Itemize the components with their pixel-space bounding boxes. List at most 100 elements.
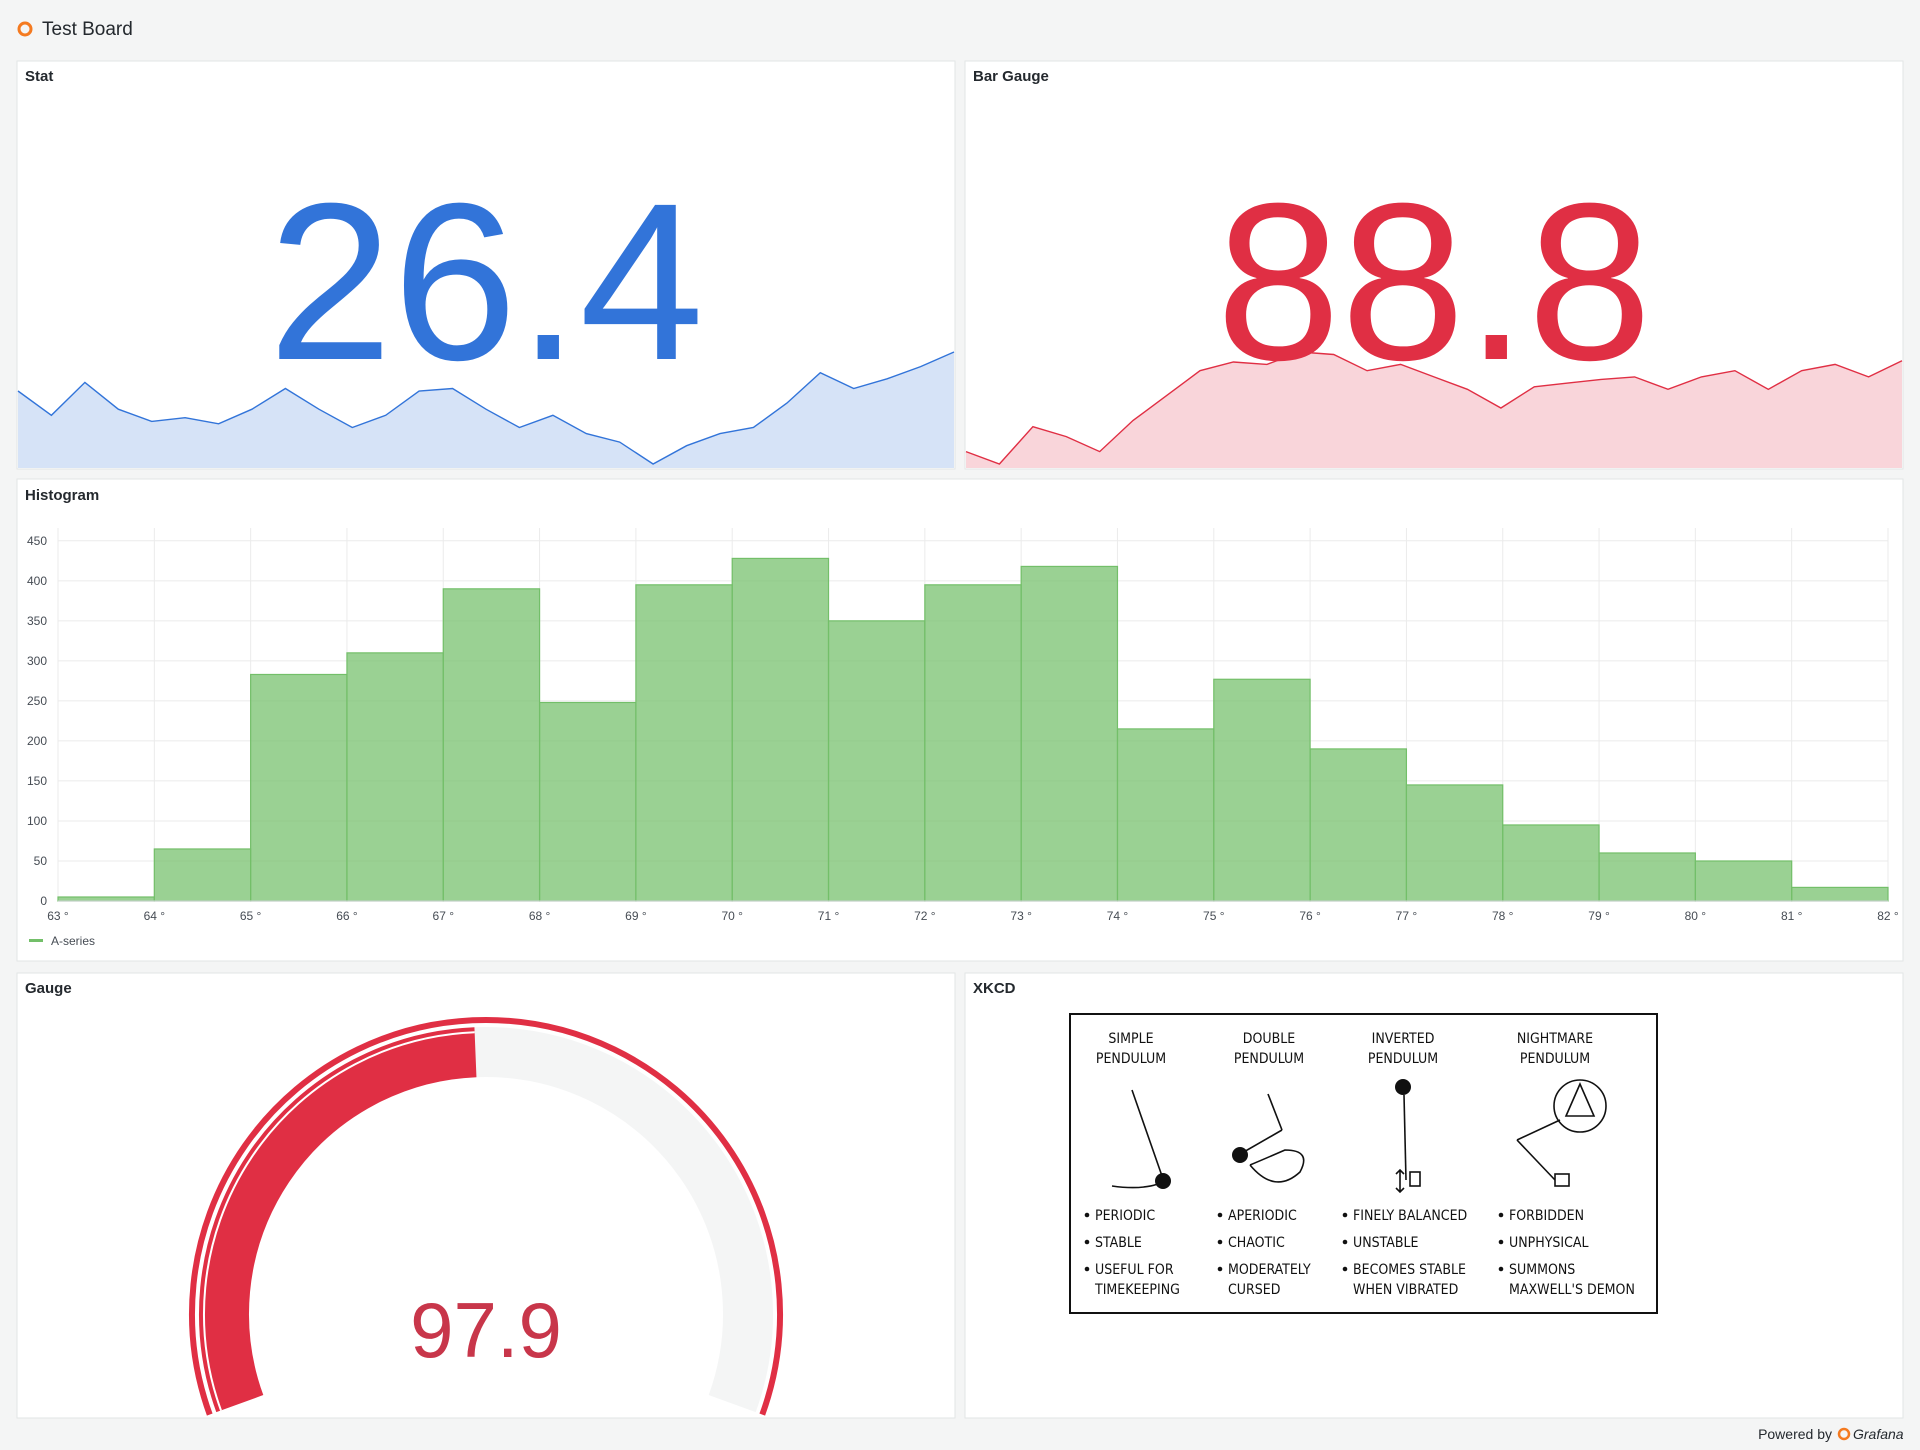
x-tick-label: 76 ° <box>1299 909 1321 923</box>
comic-bullet: USEFUL FOR <box>1095 1262 1174 1278</box>
panel-title: Gauge <box>25 980 72 997</box>
double-pendulum <box>1232 1093 1305 1183</box>
gauge-threshold <box>189 1016 783 1416</box>
stat-panel <box>16 60 956 470</box>
x-tick-label: 79 ° <box>1588 909 1610 923</box>
x-tick-label: 64 ° <box>144 909 166 923</box>
x-tick-label: 78 ° <box>1492 909 1514 923</box>
x-tick-label: 71 ° <box>818 909 840 923</box>
x-tick-label: 63 ° <box>47 909 69 923</box>
bullet <box>1498 1212 1504 1218</box>
y-tick-label: 100 <box>27 814 47 828</box>
sparkline-area <box>18 352 954 468</box>
comic-bullet: FINELY BALANCED <box>1353 1208 1467 1224</box>
x-tick-label: 68 ° <box>529 909 551 923</box>
bullet <box>1342 1266 1348 1272</box>
x-tick-label: 73 ° <box>1010 909 1032 923</box>
simple-pendulum <box>1111 1089 1171 1189</box>
histogram-bar <box>1405 784 1504 902</box>
panel-title: Histogram <box>25 487 99 504</box>
bullet <box>1498 1239 1504 1245</box>
panel-title: Bar Gauge <box>973 68 1049 85</box>
legend-swatch <box>29 939 43 942</box>
bullet <box>1084 1212 1090 1218</box>
y-tick-label: 200 <box>27 734 47 748</box>
comic-heading: DOUBLE <box>1243 1031 1295 1047</box>
comic-bullet: STABLE <box>1095 1235 1142 1251</box>
histogram-bar <box>153 848 252 902</box>
bullet <box>1498 1266 1504 1272</box>
xkcd-comic <box>1069 1013 1658 1314</box>
y-tick-label: 400 <box>27 574 47 588</box>
histogram-bar <box>538 701 637 902</box>
x-tick-label: 72 ° <box>914 909 936 923</box>
bullet <box>1217 1266 1223 1272</box>
bullet <box>1342 1212 1348 1218</box>
sparkline <box>965 351 1903 465</box>
sparkline-area <box>966 352 1902 468</box>
histogram-bar <box>635 584 733 902</box>
comic-heading: PENDULUM <box>1096 1051 1166 1067</box>
histogram-bar <box>827 620 926 902</box>
gauge-fill <box>199 1027 477 1413</box>
comic-heading: NIGHTMARE <box>1517 1031 1593 1047</box>
board-title[interactable]: Test Board <box>42 19 133 40</box>
y-tick-label: 50 <box>34 854 48 868</box>
comic-bullet: FORBIDDEN <box>1509 1208 1584 1224</box>
bullet <box>1084 1239 1090 1245</box>
footer-logo <box>1837 1427 1851 1441</box>
comic-heading: SIMPLE <box>1108 1031 1153 1047</box>
y-tick-label: 300 <box>27 654 47 668</box>
footer-brand[interactable]: Grafana <box>1853 1426 1904 1442</box>
comic-bullet: TIMEKEEPING <box>1094 1282 1180 1298</box>
y-tick-label: 250 <box>27 694 47 708</box>
footer-text: Powered by <box>1758 1426 1832 1442</box>
x-tick-label: 75 ° <box>1203 909 1225 923</box>
histogram-bar <box>1309 748 1408 902</box>
sparkline <box>17 351 955 465</box>
histogram-bar <box>1213 678 1311 902</box>
histogram-bar <box>1116 728 1215 902</box>
x-tick-label: 69 ° <box>625 909 647 923</box>
x-tick-label: 77 ° <box>1396 909 1418 923</box>
x-tick-label: 66 ° <box>336 909 358 923</box>
bar-gauge-panel <box>964 60 1904 470</box>
panel-title: Stat <box>25 68 53 85</box>
comic-bullet: MAXWELL'S DEMON <box>1509 1282 1635 1298</box>
comic-bullet: SUMMONS <box>1509 1262 1575 1278</box>
y-tick-label: 0 <box>40 894 47 908</box>
x-tick-label: 70 ° <box>721 909 743 923</box>
comic-bullet: UNPHYSICAL <box>1509 1235 1589 1251</box>
stat-value: 88.8 <box>1216 157 1652 407</box>
histogram-bar <box>924 584 1022 902</box>
histogram-bar <box>1502 824 1600 902</box>
grafana-logo <box>17 21 33 37</box>
x-tick-label: 65 ° <box>240 909 262 923</box>
comic-bullet: WHEN VIBRATED <box>1353 1282 1458 1298</box>
gauge-fill-edge <box>203 1031 475 1411</box>
comic-bullet: BECOMES STABLE <box>1353 1262 1466 1278</box>
y-tick-label: 450 <box>27 534 47 548</box>
x-tick-label: 81 ° <box>1781 909 1803 923</box>
histogram-bar <box>57 896 155 902</box>
bullet <box>1084 1266 1090 1272</box>
comic-frame <box>1069 1013 1658 1314</box>
x-tick-label: 82 ° <box>1877 909 1899 923</box>
histogram-bar <box>250 673 348 902</box>
x-tick-label: 80 ° <box>1685 909 1707 923</box>
histogram-bar <box>1694 860 1793 902</box>
y-tick-label: 350 <box>27 614 47 628</box>
bullet <box>1217 1239 1223 1245</box>
panel-title: XKCD <box>973 980 1016 997</box>
comic-bullet: PERIODIC <box>1095 1208 1155 1224</box>
comic-heading: INVERTED <box>1372 1031 1435 1047</box>
stat-value: 26.4 <box>268 157 704 407</box>
comic-bullet: UNSTABLE <box>1353 1235 1419 1251</box>
comic-bullet: MODERATELY <box>1228 1262 1311 1278</box>
bullet <box>1217 1212 1223 1218</box>
comic-heading: PENDULUM <box>1234 1051 1304 1067</box>
comic-bullet: APERIODIC <box>1228 1208 1297 1224</box>
histogram-bar <box>1791 886 1889 902</box>
x-tick-label: 74 ° <box>1107 909 1129 923</box>
